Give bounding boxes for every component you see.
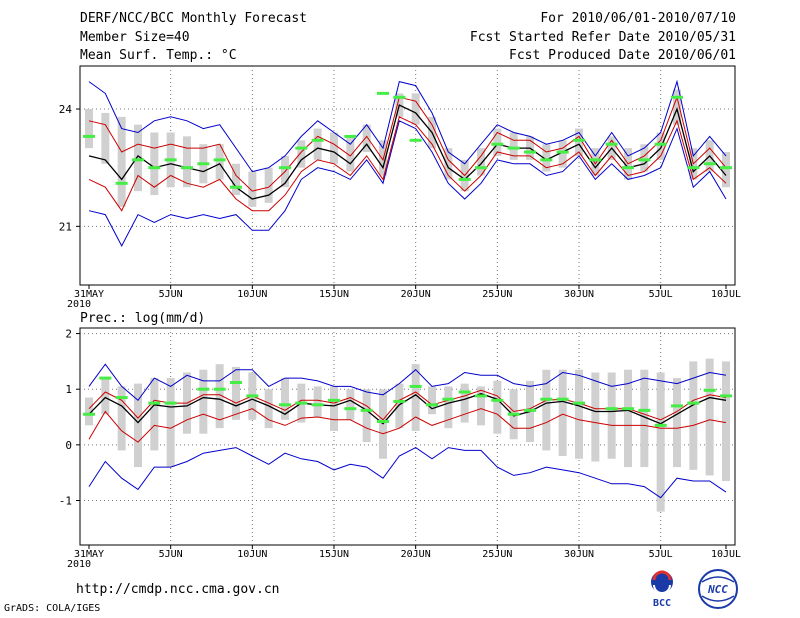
spread-box [444, 386, 452, 428]
spread-box [150, 378, 158, 450]
spread-box [346, 389, 354, 420]
bcc-logo-icon: BCC [651, 571, 673, 609]
spread-box [101, 378, 109, 414]
x-tick-label: 15JUN [319, 549, 349, 560]
x-tick-label: 30JUN [564, 549, 594, 560]
plot-frame [80, 328, 735, 545]
spread-box [167, 378, 175, 467]
ncc-logo-text: NCC [707, 583, 728, 596]
ncc-logo-icon: NCC [699, 570, 737, 608]
spread-box [118, 386, 126, 450]
x-tick-label: 25JUN [482, 549, 512, 560]
spread-box [657, 373, 665, 512]
precipitation-title: Prec.: log(mm/d) [80, 311, 205, 326]
x-tick-label: 10JUL [711, 549, 741, 560]
spread-box [722, 361, 730, 481]
spread-box [559, 370, 567, 456]
y-tick-label: -1 [59, 494, 72, 507]
spread-box [477, 386, 485, 425]
forecast-figure: DERF/NCC/BCC Monthly Forecast Member Siz… [0, 0, 800, 618]
spread-box [428, 386, 436, 414]
y-tick-label: 0 [65, 439, 72, 452]
precipitation-chart: 31MAY20105JUN 10JUN 15JUN 20JUN 25JUN 30JUN 5J… [0, 0, 800, 618]
spread-box [706, 359, 714, 476]
spread-box [591, 373, 599, 462]
x-tick-label: 2010 [67, 559, 91, 570]
spread-box [673, 378, 681, 467]
spread-box [232, 367, 240, 420]
spread-box [493, 381, 501, 434]
bcc-logo-text: BCC [653, 598, 671, 609]
spread-box [314, 386, 322, 417]
spread-box [575, 370, 583, 459]
x-tick-label: 5JUL [649, 549, 673, 560]
spread-box [265, 389, 273, 428]
spread-box [199, 370, 207, 434]
spread-box [461, 384, 469, 423]
y-tick-label: 1 [65, 383, 72, 396]
source-url[interactable]: http://cmdp.ncc.cma.gov.cn [76, 582, 280, 597]
spread-box [395, 384, 403, 429]
logos: BCC NCC [640, 568, 752, 612]
grads-credit: GrADS: COLA/IGES [4, 603, 100, 614]
spread-box [363, 389, 371, 442]
x-tick-label: 5JUN [159, 549, 183, 560]
x-tick-label: 10JUN [237, 549, 267, 560]
x-tick-label: 20JUN [401, 549, 431, 560]
spread-box [330, 386, 338, 431]
y-tick-label: 2 [65, 328, 72, 341]
